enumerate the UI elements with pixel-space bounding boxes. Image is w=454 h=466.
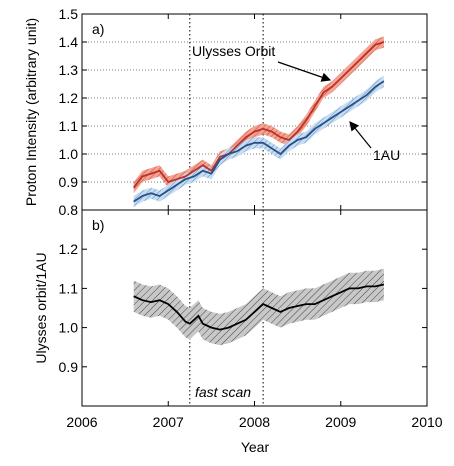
panel-a-ytick-labels: 0.8 0.9 1.0 1.1 1.2 1.3 1.4 1.5 <box>59 6 79 218</box>
panel-b: 0.9 1.0 1.1 1.2 2006 2007 2008 2009 2010 b) Uly… <box>33 209 443 455</box>
xtick-label: 2007 <box>153 414 184 430</box>
panel-a: 0.8 0.9 1.0 1.1 1.2 1.3 1.4 1.5 a) Proton Inten… <box>23 6 428 218</box>
panel-a-ylabel: Proton Intensity (arbitrary unit) <box>23 18 39 206</box>
panel-b-vertical-markers <box>189 210 264 406</box>
ulysses-orbit-arrow <box>277 61 332 82</box>
ytick-label: 1.0 <box>59 146 79 162</box>
ytick-label: 1.3 <box>59 62 79 78</box>
oneau-series-line <box>133 80 385 203</box>
ytick-label: 1.1 <box>59 280 79 296</box>
oneau-arrow <box>349 121 372 149</box>
panel-b-ytick-labels: 0.9 1.0 1.1 1.2 <box>59 241 79 375</box>
panel-b-lines <box>133 283 385 331</box>
panel-b-label: b) <box>92 217 104 233</box>
xtick-label: 2009 <box>325 414 356 430</box>
panel-b-xtick-labels: 2006 2007 2008 2009 2010 <box>66 414 442 430</box>
ulysses-orbit-error-band <box>133 36 384 194</box>
ytick-label: 1.5 <box>59 6 79 22</box>
ytick-label: 1.1 <box>59 118 79 134</box>
ytick-label: 1.2 <box>59 241 79 257</box>
fast-scan-annotation: fast scan <box>195 384 251 400</box>
xtick-label: 2008 <box>239 414 270 430</box>
panel-b-ylabel: Ulysses orbit/1AU <box>33 252 49 363</box>
oneau-annotation: 1AU <box>373 147 400 163</box>
ytick-label: 1.4 <box>59 34 79 50</box>
panel-a-lines <box>132 41 385 203</box>
ulysses-orbit-annotation: Ulysses Orbit <box>192 43 275 59</box>
panel-b-ticks <box>81 210 428 406</box>
panel-a-vertical-markers <box>189 14 264 210</box>
ytick-label: 1.2 <box>59 90 79 106</box>
ulysses-orbit-series-line <box>132 41 385 189</box>
ytick-label: 0.8 <box>59 202 79 218</box>
ytick-label: 1.0 <box>59 320 79 336</box>
ratio-series-line <box>133 283 385 331</box>
xtick-label: 2010 <box>411 414 442 430</box>
panel-a-label: a) <box>92 21 104 37</box>
xtick-label: 2006 <box>66 414 97 430</box>
ytick-label: 0.9 <box>59 359 79 375</box>
panel-b-xlabel: Year <box>241 439 270 455</box>
panel-a-ticks <box>81 13 428 211</box>
ytick-label: 0.9 <box>59 174 79 190</box>
